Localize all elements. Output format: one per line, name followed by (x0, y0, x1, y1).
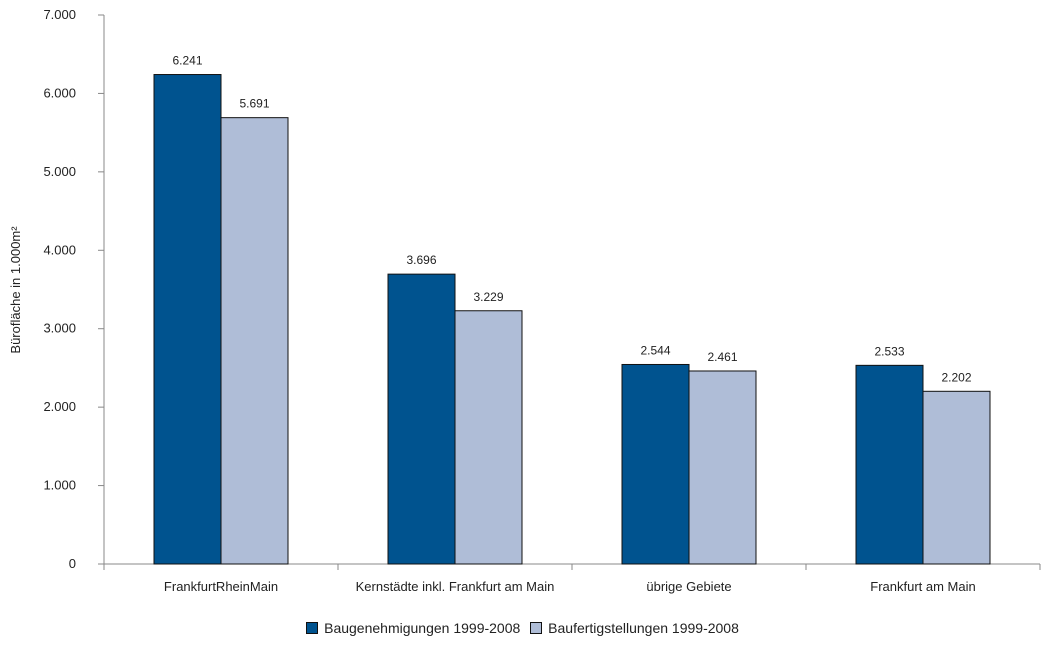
y-tick-label: 7.000 (43, 7, 76, 22)
y-tick-label: 6.000 (43, 85, 76, 100)
y-tick-label: 1.000 (43, 478, 76, 493)
legend-item-baugenehmigungen: Baugenehmigungen 1999-2008 (306, 620, 520, 636)
legend: Baugenehmigungen 1999-2008 Baufertigstel… (0, 620, 1045, 637)
legend-swatch-baufertigstellungen (530, 622, 543, 634)
data-labels: 6.241 5.691 3.696 3.229 2.544 2.461 2.533 2.202 (172, 54, 971, 385)
data-label: 6.241 (172, 54, 202, 68)
bar (922, 390, 991, 565)
y-tick-label: 4.000 (43, 242, 76, 257)
bar-chart: 0 1.000 2.000 3.000 4.000 5.000 6.000 7.000 Fra… (8, 7, 1041, 594)
legend-label-baugenehmigungen: Baugenehmigungen 1999-2008 (324, 620, 521, 636)
x-category-label: Kernstädte inkl. Frankfurt am Main (356, 579, 555, 594)
data-label: 3.696 (406, 253, 436, 267)
legend-item-baufertigstellungen: Baufertigstellungen 1999-2008 (530, 620, 739, 636)
data-label: 2.533 (874, 344, 904, 358)
bar (621, 363, 690, 565)
legend-swatch-baugenehmigungen (306, 622, 319, 634)
legend-label-baufertigstellungen: Baufertigstellungen 1999-2008 (548, 620, 739, 636)
x-category-label: FrankfurtRheinMain (164, 579, 278, 594)
x-axis: FrankfurtRheinMain Kernstädte inkl. Frank… (103, 563, 1041, 594)
y-tick-label: 3.000 (43, 321, 76, 336)
y-tick-label: 5.000 (43, 164, 76, 179)
data-label: 2.461 (707, 350, 737, 364)
data-label: 3.229 (473, 290, 503, 304)
bars (153, 74, 991, 565)
x-category-label: Frankfurt am Main (870, 579, 975, 594)
y-axis-label: Bürofläche in 1.000m² (8, 226, 23, 354)
bar (387, 273, 456, 565)
bar (688, 370, 757, 565)
bar (855, 364, 924, 565)
data-label: 2.544 (640, 343, 670, 357)
bar (153, 74, 222, 565)
x-category-label: übrige Gebiete (646, 579, 731, 594)
data-label: 5.691 (239, 97, 269, 111)
y-tick-label: 0 (69, 556, 76, 571)
data-label: 2.202 (941, 370, 971, 384)
bar (454, 310, 523, 565)
bar (220, 117, 289, 565)
y-axis: 0 1.000 2.000 3.000 4.000 5.000 6.000 7.000 (43, 7, 105, 571)
y-tick-label: 2.000 (43, 399, 76, 414)
